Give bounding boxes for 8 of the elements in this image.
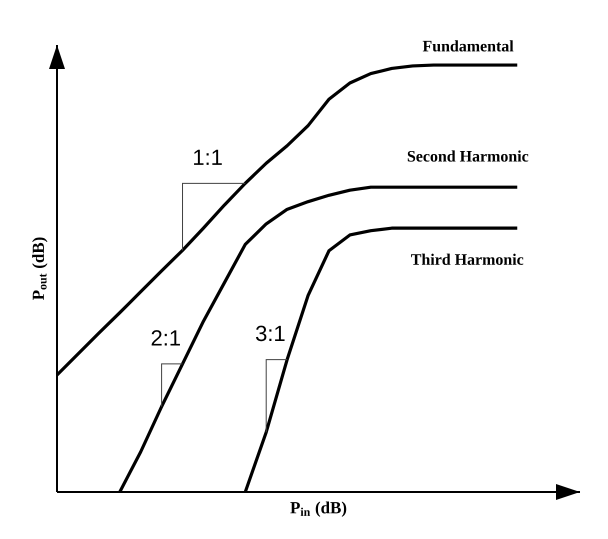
y-axis-title: P$_{out}$ (dB) [32,237,48,300]
annotation: 2:1 [152,330,180,346]
annotation: 3:1 [256,326,285,342]
series-label: Second Harmonic [408,150,528,162]
annotation: 1:1 [194,150,222,165]
series-label: Fundamental [422,40,514,52]
x-axis-title: P$_{in}$ (dB) [290,502,346,517]
series-label: Third Harmonic [411,254,524,265]
